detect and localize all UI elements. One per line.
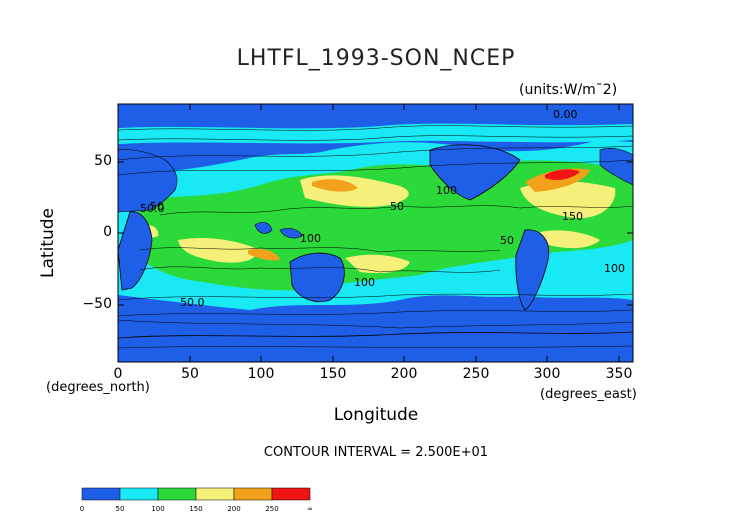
contour-label: 100: [300, 232, 321, 245]
land-europe: [599, 148, 633, 186]
x-tick-label: 250: [462, 366, 490, 382]
units-label: (units:W/m¯2): [519, 82, 618, 98]
x-axis-label: Longitude: [333, 405, 419, 425]
colorbar-swatch-6: [271, 487, 311, 501]
contour-label: 50.0: [140, 202, 165, 215]
x-unit-note: (degrees_north): [46, 380, 150, 395]
colorbar-swatch-3: [157, 487, 197, 501]
contour-label: 50.0: [180, 296, 205, 309]
contour-label: 50: [150, 200, 164, 213]
x-tick-label: 200: [390, 366, 418, 382]
land-australia: [289, 252, 345, 302]
yellow-spacific: [345, 254, 410, 274]
colorbar-swatch-4: [195, 487, 235, 501]
orange-kuroshio: [312, 179, 358, 192]
colorbar-swatch-2: [119, 487, 159, 501]
contour-label: 100: [604, 262, 625, 275]
x-tick-label: 50: [181, 366, 199, 382]
land-africa: [118, 211, 153, 291]
contour-label: 50: [390, 200, 404, 213]
orange-indian: [248, 248, 280, 261]
contour-label: 100: [354, 276, 375, 289]
land-asia: [118, 149, 178, 213]
colorbar-swatch-1: [81, 487, 121, 501]
contour-lines: [118, 125, 633, 349]
y-axis-label: Latitude: [38, 208, 58, 278]
x-tick-label: 100: [247, 366, 275, 382]
y-tick-label: 50: [94, 153, 112, 169]
yellow-satlantic: [540, 230, 600, 249]
y-tick-label: 0: [103, 224, 112, 240]
contour-label: 150: [562, 210, 583, 223]
land-namerica: [429, 144, 521, 201]
chart-title: LHTFL_1993-SON_NCEP: [236, 46, 516, 71]
cyan-arctic: [118, 123, 633, 144]
colorbar-label: 250: [265, 505, 279, 513]
y-unit-note: (degrees_east): [540, 387, 637, 402]
contour-label: 0.00: [553, 108, 578, 121]
yellow-indian: [178, 237, 257, 263]
land-samerica: [515, 229, 550, 311]
green-band: [130, 160, 633, 291]
colorbar-label: 150: [189, 505, 203, 513]
x-tick-label: 300: [533, 366, 561, 382]
contour-label: 100: [436, 184, 457, 197]
x-tick-label: 150: [319, 366, 347, 382]
contour-interval-text: CONTOUR INTERVAL = 2.500E+01: [263, 445, 489, 460]
land-indonesia: [254, 221, 303, 239]
colorbar-label: 100: [151, 505, 165, 513]
colorbar: [81, 487, 311, 501]
x-tick-label: 0: [113, 366, 123, 382]
colorbar-label: ∞: [307, 505, 313, 513]
colorbar-label: 0: [79, 505, 85, 513]
x-tick-label: 350: [605, 366, 633, 382]
colorbar-label: 200: [227, 505, 241, 513]
red-gulfstream: [545, 169, 580, 180]
colorbar-swatch-5: [233, 487, 273, 501]
contour-label-group: 0.00 100 50 100 150 50 100 100 50.0 50.0…: [140, 108, 625, 309]
tick-marks: [118, 104, 633, 362]
colorbar-label: 50: [115, 505, 125, 513]
contour-label: 50: [500, 234, 514, 247]
y-tick-label: −50: [82, 296, 112, 312]
